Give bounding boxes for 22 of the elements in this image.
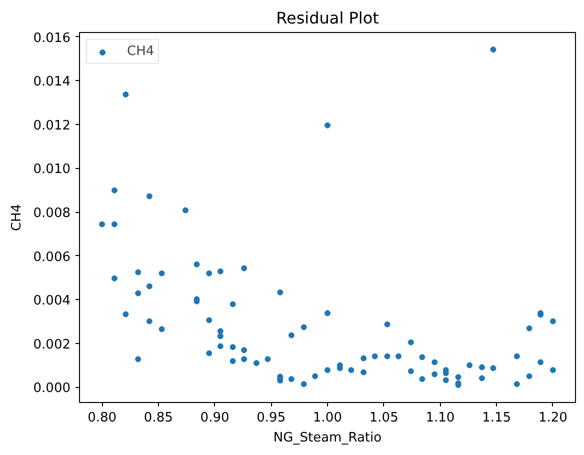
legend-label: CH4 [127,44,154,59]
x-tick-label: 1.00 [313,410,342,426]
x-tick-label: 1.20 [538,410,568,426]
y-tick-label: 0.016 [33,30,70,46]
x-tick-label: 0.95 [256,410,286,426]
y-tick-label: 0.006 [33,250,70,265]
y-tick-label: 0.000 [33,381,70,396]
y-tick-label: 0.004 [33,294,70,309]
y-tick-label: 0.012 [33,118,70,134]
x-axis-title: NG_Steam_Ratio [273,430,382,446]
x-tick-label: 0.90 [200,410,230,426]
x-tick-label: 1.10 [426,410,455,426]
y-tick-label: 0.014 [33,74,70,90]
y-tick-label: 0.008 [33,206,70,222]
y-tick-label: 0.002 [33,337,70,352]
x-tick-label: 1.15 [482,410,512,426]
chart-title: Residual Plot [276,8,379,28]
x-tick-label: 0.80 [88,410,117,426]
x-tick-label: 0.85 [144,410,173,426]
x-tick-label: 1.05 [369,410,398,426]
y-tick-label: 0.010 [33,162,70,178]
y-axis-title: CH4 [9,204,24,232]
